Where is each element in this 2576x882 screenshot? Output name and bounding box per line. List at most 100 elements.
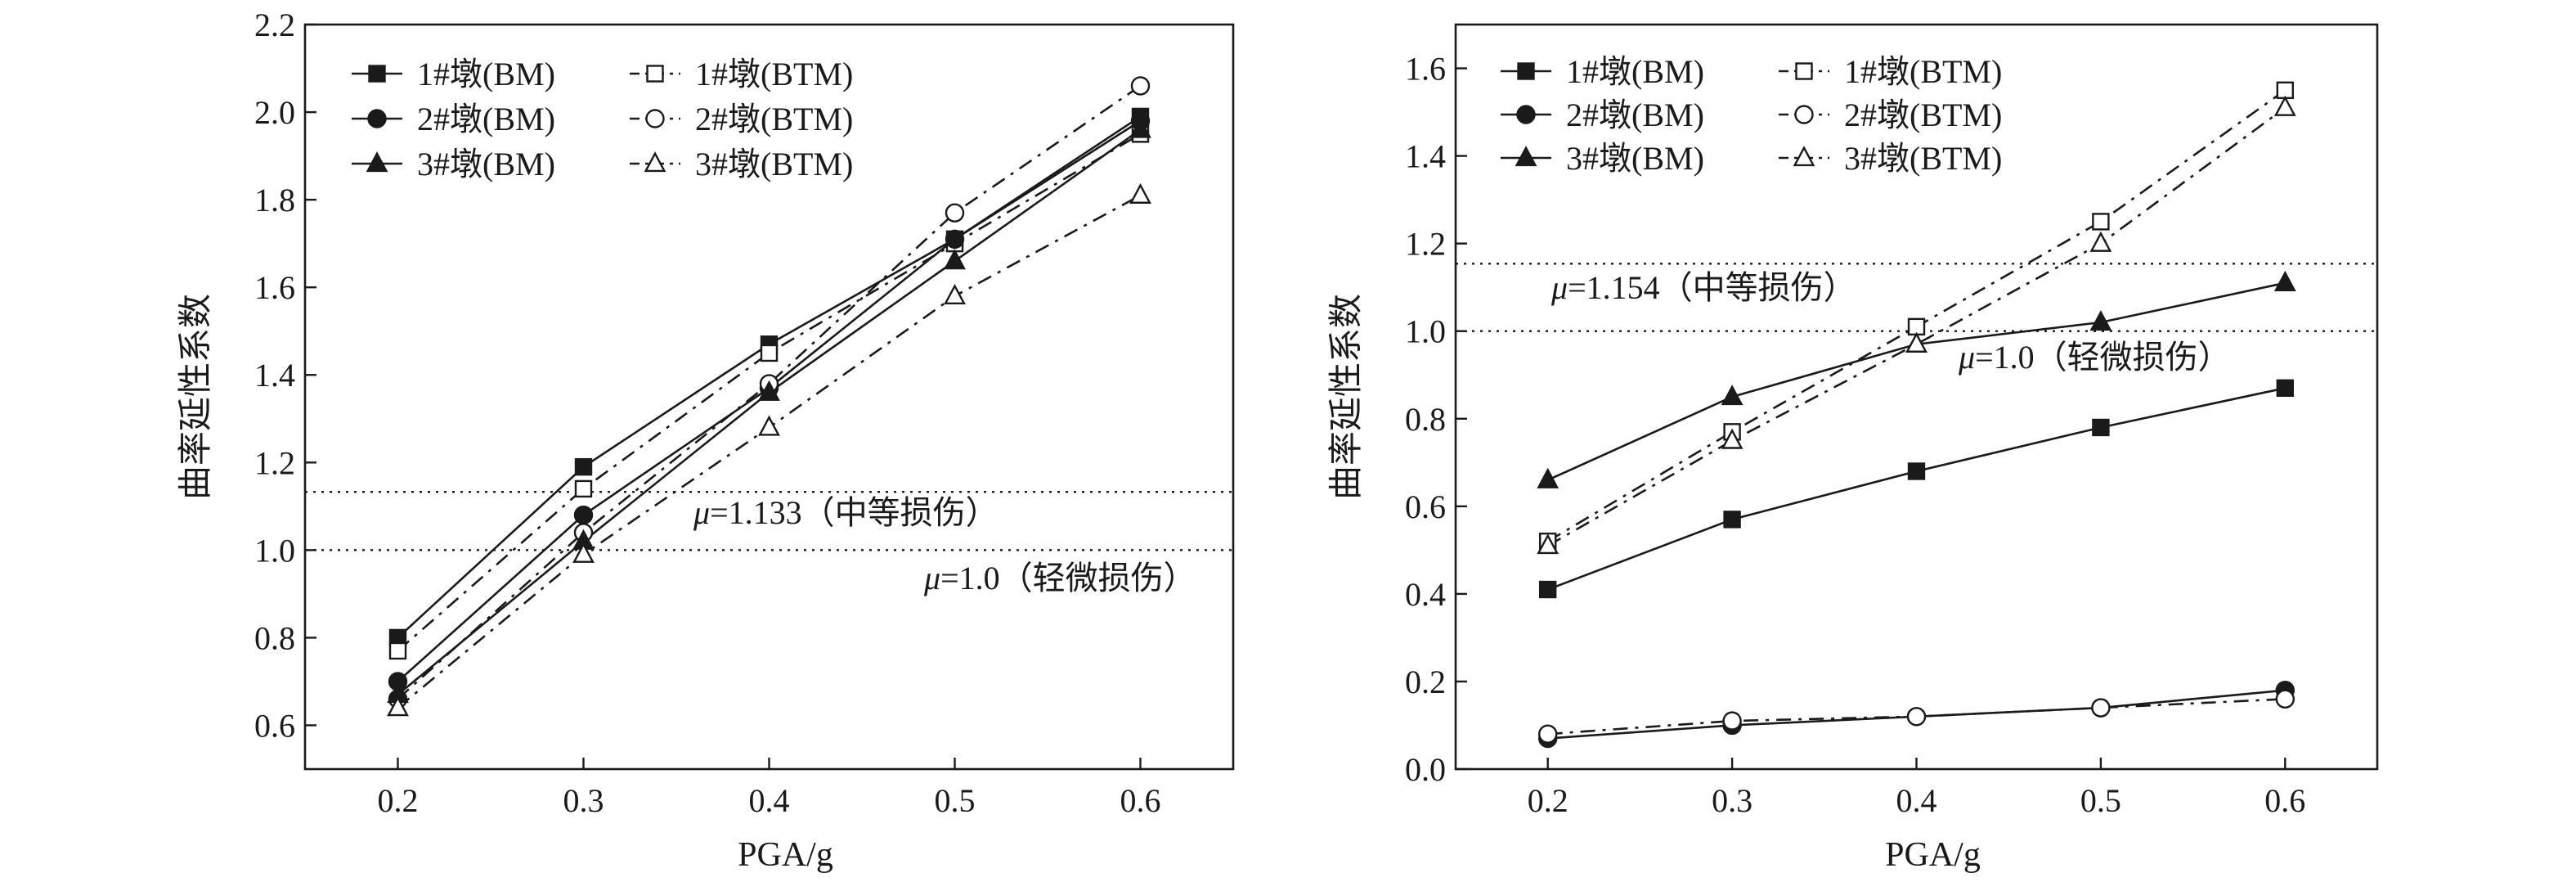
legend-label: 3#墩(BTM) <box>695 146 853 182</box>
reference-label: μ=1.154（中等损伤） <box>1551 269 1856 306</box>
data-point <box>2089 231 2112 252</box>
legend-label: 3#墩(BM) <box>1566 140 1704 177</box>
legend: 1#墩(BM) 1#墩(BTM) 2#墩(BM) 2#墩(BTM) 3#墩(BM) 3#墩… <box>1501 53 2002 177</box>
data-point <box>1907 462 1926 480</box>
data-point <box>387 695 409 717</box>
x-tick-label: 0.3 <box>563 782 604 819</box>
x-axis-title: PGA/g <box>738 836 833 874</box>
legend-label: 1#墩(BTM) <box>1844 53 2002 90</box>
data-point <box>2092 213 2110 231</box>
series-line <box>397 133 1142 652</box>
x-tick-label: 0.4 <box>1896 782 1937 819</box>
series-line <box>1547 106 2287 547</box>
data-point <box>760 344 779 362</box>
legend: 1#墩(BM) 1#墩(BTM) 2#墩(BM) 2#墩(BTM) 3#墩(BM) 3#墩… <box>352 56 853 182</box>
legend-marker <box>1795 62 1813 80</box>
x-tick-label: 0.3 <box>1712 782 1752 819</box>
mu-symbol: μ <box>693 494 710 531</box>
x-tick-label: 0.5 <box>2080 782 2121 819</box>
data-point <box>2089 310 2112 331</box>
data-point <box>574 479 593 498</box>
x-tick-label: 0.2 <box>378 782 419 819</box>
data-point <box>2091 698 2111 718</box>
reference-label: μ=1.133（中等损伤） <box>693 494 999 531</box>
legend-label: 1#墩(BTM) <box>695 56 853 92</box>
chart-panel-left: 0.2 0.3 0.4 0.5 0.6 0.6 0.8 1.0 1.2 1.4 1.6 1.8 2.0 2… <box>177 7 1235 874</box>
x-tick-label: 0.6 <box>1120 782 1161 819</box>
legend-marker <box>1517 62 1535 80</box>
legend-marker <box>646 65 664 83</box>
data-point <box>1538 580 1557 599</box>
y-tick-label: 1.0 <box>254 532 295 569</box>
legend-label: 2#墩(BM) <box>1566 97 1704 133</box>
y-tick-label: 0.8 <box>1405 401 1446 438</box>
data-point <box>1721 428 1744 449</box>
data-point <box>758 380 780 401</box>
mu-symbol: μ <box>1551 269 1568 306</box>
data-point <box>1906 707 1927 727</box>
x-tick-label: 0.5 <box>935 782 976 819</box>
data-point <box>574 457 593 476</box>
data-point <box>945 203 965 223</box>
y-tick-label: 0.6 <box>254 707 295 744</box>
x-axis-title: PGA/g <box>1885 836 1981 874</box>
legend-marker <box>368 65 386 83</box>
y-tick-label: 1.4 <box>1405 138 1446 175</box>
y-tick-label: 0.2 <box>1405 664 1446 700</box>
legend-marker <box>1794 105 1814 124</box>
reference-value: =1.133（中等损伤） <box>710 494 999 531</box>
y-tick-label: 0.0 <box>1405 751 1446 788</box>
legend-marker <box>645 109 665 128</box>
mu-symbol: μ <box>923 560 940 596</box>
y-tick-label: 1.6 <box>1405 51 1446 88</box>
y-axis-title: 曲率延性系数 <box>177 294 215 500</box>
reference-value: =1.154（中等损伤） <box>1568 269 1856 306</box>
series-line <box>397 119 1142 682</box>
data-point <box>944 249 966 270</box>
data-point <box>1129 182 1151 204</box>
data-point <box>573 505 594 525</box>
series-line <box>1547 387 2286 591</box>
mu-symbol: μ <box>1958 339 1975 376</box>
data-point <box>2092 418 2110 437</box>
data-point <box>944 283 966 305</box>
reference-label: μ=1.0（轻微损伤） <box>923 560 1196 596</box>
plot-frame <box>1454 23 2379 771</box>
data-point <box>1130 76 1151 96</box>
y-tick-label: 0.8 <box>254 619 295 656</box>
legend-label: 2#墩(BTM) <box>695 101 853 137</box>
y-tick-label: 2.0 <box>254 94 295 131</box>
y-tick-label: 1.2 <box>254 444 295 481</box>
legend-label: 1#墩(BM) <box>1566 53 1704 90</box>
series-line <box>397 128 1142 696</box>
legend-marker <box>366 151 388 173</box>
data-point <box>1721 385 1744 406</box>
data-point <box>2275 689 2296 709</box>
reference-value: =1.0（轻微损伤） <box>940 560 1196 596</box>
legend-marker <box>644 151 666 173</box>
series-line <box>397 84 1142 700</box>
legend-label: 1#墩(BM) <box>417 56 555 92</box>
series-line <box>397 194 1142 709</box>
data-point <box>1723 511 1741 529</box>
x-tick-label: 0.6 <box>2264 782 2305 819</box>
legend-marker <box>1793 146 1815 167</box>
y-tick-label: 1.6 <box>254 269 295 306</box>
y-tick-label: 1.8 <box>254 182 295 218</box>
legend-marker <box>1516 105 1536 124</box>
y-tick-label: 1.2 <box>1405 226 1446 263</box>
reference-value: =1.0（轻微损伤） <box>1975 339 2231 376</box>
data-point <box>1537 724 1558 744</box>
legend-label: 2#墩(BM) <box>417 101 555 137</box>
legend-marker <box>367 109 387 128</box>
chart-panel-right: 0.2 0.3 0.4 0.5 0.6 0.0 0.2 0.4 0.6 0.8 1.0 1.2 1.4 1… <box>1327 23 2379 874</box>
data-point <box>1905 331 1928 353</box>
series-line <box>1547 281 2286 481</box>
data-point <box>758 415 780 436</box>
y-tick-label: 1.4 <box>254 357 295 394</box>
x-tick-label: 0.4 <box>749 782 790 819</box>
legend-marker <box>1515 146 1537 167</box>
data-point <box>1129 117 1151 138</box>
data-point <box>2273 95 2296 116</box>
